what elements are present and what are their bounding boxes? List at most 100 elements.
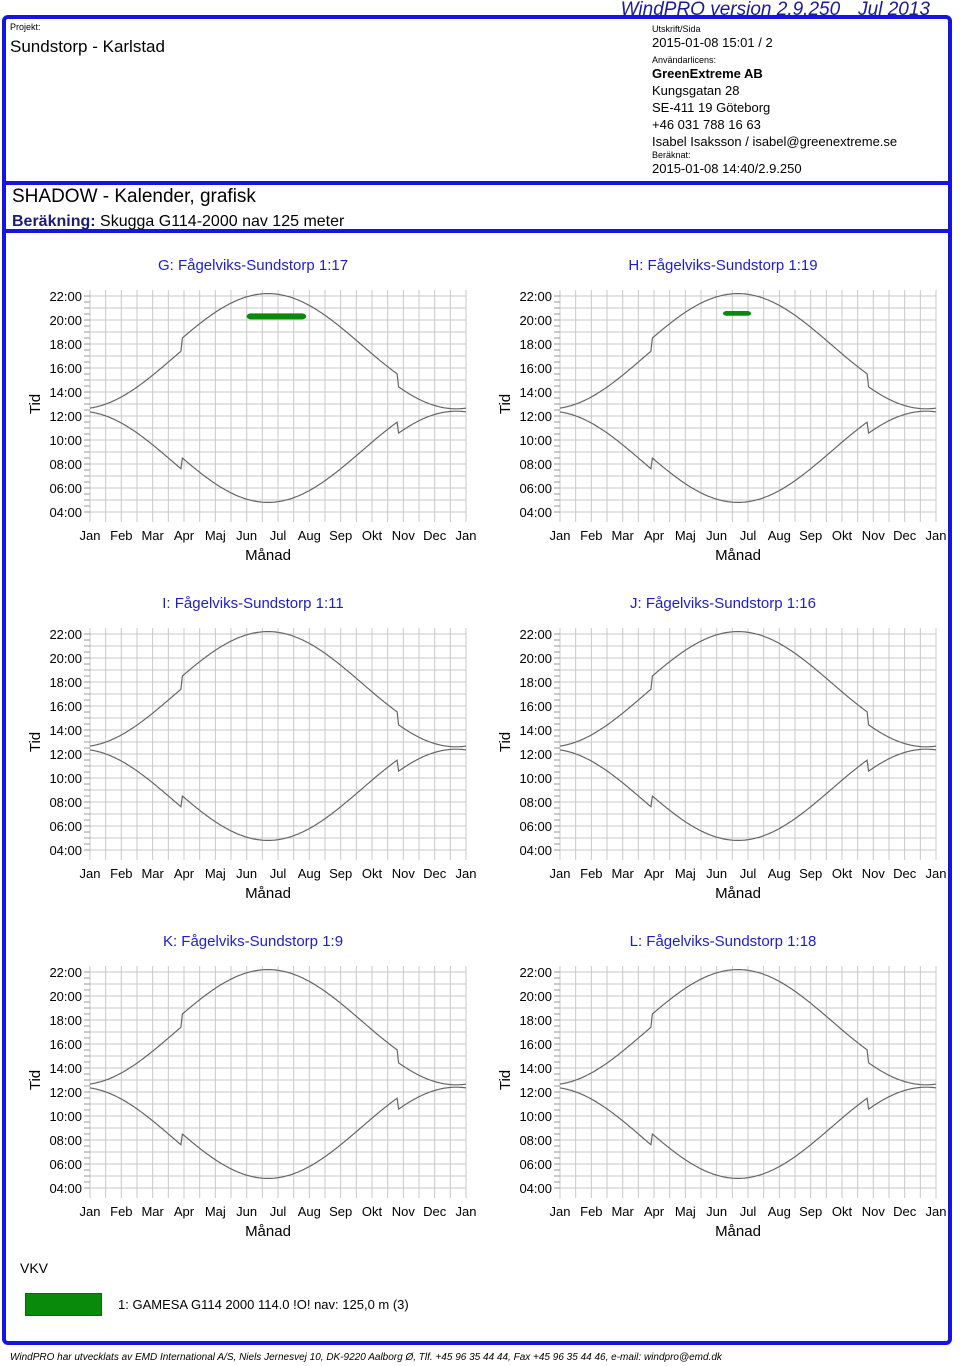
sunrise-curve bbox=[89, 410, 467, 503]
x-tick-label: Dec bbox=[423, 1204, 447, 1219]
y-tick-label: 22:00 bbox=[519, 627, 552, 642]
x-tick-label: Jun bbox=[706, 528, 727, 543]
y-tick-label: 10:00 bbox=[49, 433, 82, 448]
y-tick-label: 14:00 bbox=[519, 385, 552, 400]
x-tick-label: Sep bbox=[329, 866, 352, 881]
x-tick-label: Okt bbox=[832, 866, 853, 881]
license-label: Användarlicens: bbox=[652, 55, 717, 65]
sunset-curve bbox=[559, 293, 937, 410]
y-tick-label: 22:00 bbox=[49, 627, 82, 642]
project-name: Sundstorp - Karlstad bbox=[10, 37, 165, 56]
x-tick-label: Feb bbox=[110, 528, 132, 543]
chart-svg: K: Fågelviks-Sundstorp 1:9 04:00 06:00 08:0… bbox=[27, 933, 476, 1240]
y-tick-label: 16:00 bbox=[49, 361, 82, 376]
x-tick-label: Mar bbox=[141, 1204, 164, 1219]
x-tick-label: Feb bbox=[580, 528, 602, 543]
y-tick-label: 08:00 bbox=[49, 457, 82, 472]
x-tick-label: Dec bbox=[423, 528, 447, 543]
y-tick-label: 06:00 bbox=[519, 481, 552, 496]
x-tick-label: Feb bbox=[110, 866, 132, 881]
chart-j: J: Fågelviks-Sundstorp 1:16 04:00 06:00 08:… bbox=[476, 578, 946, 916]
x-tick-label: Aug bbox=[298, 1204, 321, 1219]
y-tick-label: 04:00 bbox=[519, 1181, 552, 1196]
y-tick-label: 18:00 bbox=[49, 1013, 82, 1028]
x-tick-label: Maj bbox=[205, 866, 226, 881]
x-tick-label: Apr bbox=[644, 866, 665, 881]
y-tick-label: 08:00 bbox=[49, 795, 82, 810]
chart-title: G: Fågelviks-Sundstorp 1:17 bbox=[158, 257, 348, 274]
sunrise-curve bbox=[559, 1086, 937, 1179]
y-tick-label: 22:00 bbox=[519, 289, 552, 304]
license-company: GreenExtreme AB bbox=[652, 66, 763, 81]
shadow-period-mark bbox=[246, 313, 307, 320]
chart-k: K: Fågelviks-Sundstorp 1:9 04:00 06:00 08:0… bbox=[6, 916, 476, 1254]
y-tick-label: 14:00 bbox=[49, 723, 82, 738]
x-tick-label: Jul bbox=[270, 1204, 287, 1219]
x-tick-label: Nov bbox=[392, 528, 416, 543]
x-tick-label: Apr bbox=[644, 1204, 665, 1219]
x-tick-label: Apr bbox=[174, 1204, 195, 1219]
x-tick-label: Jan bbox=[80, 1204, 101, 1219]
y-tick-label: 22:00 bbox=[519, 965, 552, 980]
x-axis-label: Månad bbox=[715, 1223, 761, 1240]
y-axis-label: Tid bbox=[497, 732, 514, 752]
y-tick-label: 20:00 bbox=[49, 651, 82, 666]
y-tick-label: 10:00 bbox=[519, 433, 552, 448]
page-title: SHADOW - Kalender, grafisk bbox=[12, 186, 256, 207]
chart-i: I: Fågelviks-Sundstorp 1:11 04:00 06:00 08:… bbox=[6, 578, 476, 916]
x-tick-label: Okt bbox=[832, 1204, 853, 1219]
x-tick-label: Aug bbox=[768, 1204, 791, 1219]
calc-label: Beräknat: bbox=[652, 150, 691, 160]
x-tick-label: Aug bbox=[768, 866, 791, 881]
sunset-curve bbox=[559, 969, 937, 1086]
license-phone: +46 031 788 16 63 bbox=[652, 117, 761, 132]
y-tick-label: 04:00 bbox=[49, 843, 82, 858]
x-axis-label: Månad bbox=[245, 885, 291, 902]
x-tick-label: Jul bbox=[740, 866, 757, 881]
x-tick-label: Mar bbox=[141, 866, 164, 881]
legend-direction: VKV bbox=[20, 1260, 49, 1276]
chart-svg: G: Fågelviks-Sundstorp 1:17 04:00 06:00 08:… bbox=[27, 257, 476, 564]
x-tick-label: Feb bbox=[580, 1204, 602, 1219]
footer-text: WindPRO har utvecklats av EMD Internatio… bbox=[10, 1352, 722, 1363]
x-axis-label: Månad bbox=[245, 547, 291, 564]
x-tick-label: Jan bbox=[550, 528, 571, 543]
x-tick-label: Apr bbox=[174, 866, 195, 881]
sunset-curve bbox=[89, 969, 467, 1086]
x-tick-label: Jan bbox=[550, 1204, 571, 1219]
chart-svg: I: Fågelviks-Sundstorp 1:11 04:00 06:00 08:… bbox=[27, 595, 476, 902]
y-tick-label: 14:00 bbox=[49, 385, 82, 400]
x-tick-label: Nov bbox=[392, 1204, 416, 1219]
y-tick-label: 10:00 bbox=[519, 771, 552, 786]
y-tick-label: 10:00 bbox=[49, 1109, 82, 1124]
x-tick-label: Jul bbox=[740, 528, 757, 543]
y-tick-label: 04:00 bbox=[49, 1181, 82, 1196]
y-tick-label: 14:00 bbox=[519, 723, 552, 738]
y-tick-label: 18:00 bbox=[49, 337, 82, 352]
x-tick-label: Jan bbox=[456, 528, 476, 543]
y-tick-label: 04:00 bbox=[519, 843, 552, 858]
y-tick-label: 14:00 bbox=[49, 1061, 82, 1076]
chart-title: K: Fågelviks-Sundstorp 1:9 bbox=[163, 933, 343, 950]
x-tick-label: Aug bbox=[298, 866, 321, 881]
y-tick-label: 20:00 bbox=[519, 313, 552, 328]
x-tick-label: Aug bbox=[298, 528, 321, 543]
y-tick-label: 20:00 bbox=[49, 989, 82, 1004]
x-tick-label: Mar bbox=[611, 528, 634, 543]
calc-line: Beräkning: Skugga G114-2000 nav 125 mete… bbox=[12, 213, 344, 231]
x-tick-label: Okt bbox=[362, 866, 383, 881]
calc-name: Skugga G114-2000 nav 125 meter bbox=[100, 213, 345, 230]
x-tick-label: Mar bbox=[141, 528, 164, 543]
x-tick-label: Jun bbox=[706, 1204, 727, 1219]
chart-title: I: Fågelviks-Sundstorp 1:11 bbox=[162, 595, 343, 612]
y-tick-label: 12:00 bbox=[49, 747, 82, 762]
y-tick-label: 08:00 bbox=[519, 795, 552, 810]
x-tick-label: Jun bbox=[236, 866, 257, 881]
x-axis-label: Månad bbox=[715, 547, 761, 564]
legend-entry: 1: GAMESA G114 2000 114.0 !O! nav: 125,0… bbox=[118, 1297, 409, 1312]
header-info: Utskrift/Sida 2015-01-08 15:01 / 2 Använ… bbox=[652, 24, 897, 177]
y-tick-label: 10:00 bbox=[49, 771, 82, 786]
x-tick-label: Nov bbox=[392, 866, 416, 881]
y-tick-label: 04:00 bbox=[49, 505, 82, 520]
x-tick-label: Maj bbox=[205, 528, 226, 543]
